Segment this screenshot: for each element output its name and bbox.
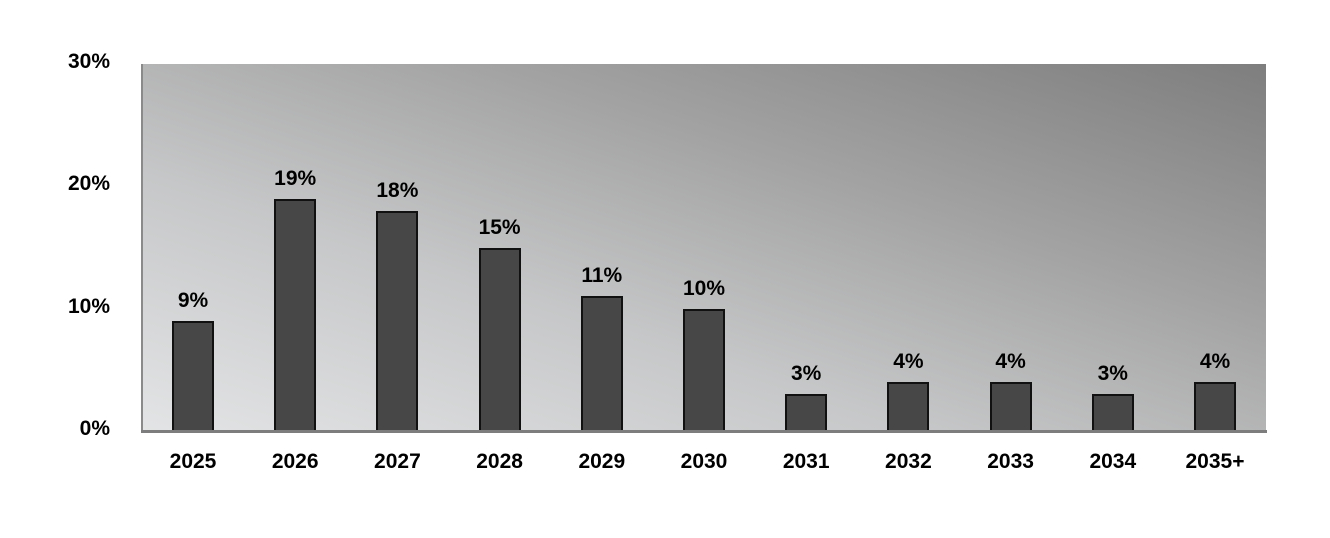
y-tick-label: 0% bbox=[79, 417, 110, 440]
bar-value-label: 15% bbox=[478, 215, 521, 239]
bar-value-label: 3% bbox=[791, 362, 822, 386]
bar-2030 bbox=[683, 308, 725, 431]
x-tick-label: 2034 bbox=[1089, 450, 1137, 473]
bar-2025 bbox=[172, 320, 214, 431]
bar-value-label: 4% bbox=[1199, 350, 1231, 374]
bar-value-label: 4% bbox=[893, 350, 924, 374]
x-tick-label: 2030 bbox=[680, 450, 728, 473]
bar-2033 bbox=[989, 382, 1032, 431]
x-tick-label: 2033 bbox=[987, 450, 1034, 473]
bar-value-label: 11% bbox=[581, 264, 623, 288]
x-tick-label: 2029 bbox=[578, 450, 626, 473]
y-tick-label: 20% bbox=[67, 172, 110, 196]
y-tick-label: 30% bbox=[67, 50, 110, 73]
bar-2026 bbox=[274, 198, 317, 431]
x-tick-label: 2025 bbox=[169, 450, 217, 473]
bar-value-label: 19% bbox=[274, 166, 317, 190]
bar-2027 bbox=[376, 210, 419, 431]
bar-2029 bbox=[580, 296, 623, 431]
x-tick-label: 2035+ bbox=[1185, 450, 1245, 473]
x-tick-label: 2027 bbox=[374, 450, 421, 473]
x-tick-label: 2026 bbox=[271, 450, 319, 473]
bar-value-label: 9% bbox=[177, 288, 209, 312]
bar-2031 bbox=[785, 394, 828, 431]
x-axis-line bbox=[141, 430, 1267, 433]
x-tick-label: 2032 bbox=[885, 450, 932, 473]
bar-2035+ bbox=[1194, 382, 1236, 431]
bar-value-label: 3% bbox=[1097, 362, 1128, 386]
bar-2034 bbox=[1091, 394, 1134, 431]
x-tick-label: 2028 bbox=[476, 450, 523, 473]
bar-2028 bbox=[478, 247, 521, 431]
x-tick-label: 2031 bbox=[782, 450, 830, 473]
bar-value-label: 4% bbox=[995, 350, 1026, 374]
bar-value-label: 10% bbox=[682, 276, 726, 300]
y-tick-label: 10% bbox=[67, 294, 110, 318]
bar-2032 bbox=[887, 382, 930, 431]
bar-value-label: 18% bbox=[376, 178, 419, 202]
